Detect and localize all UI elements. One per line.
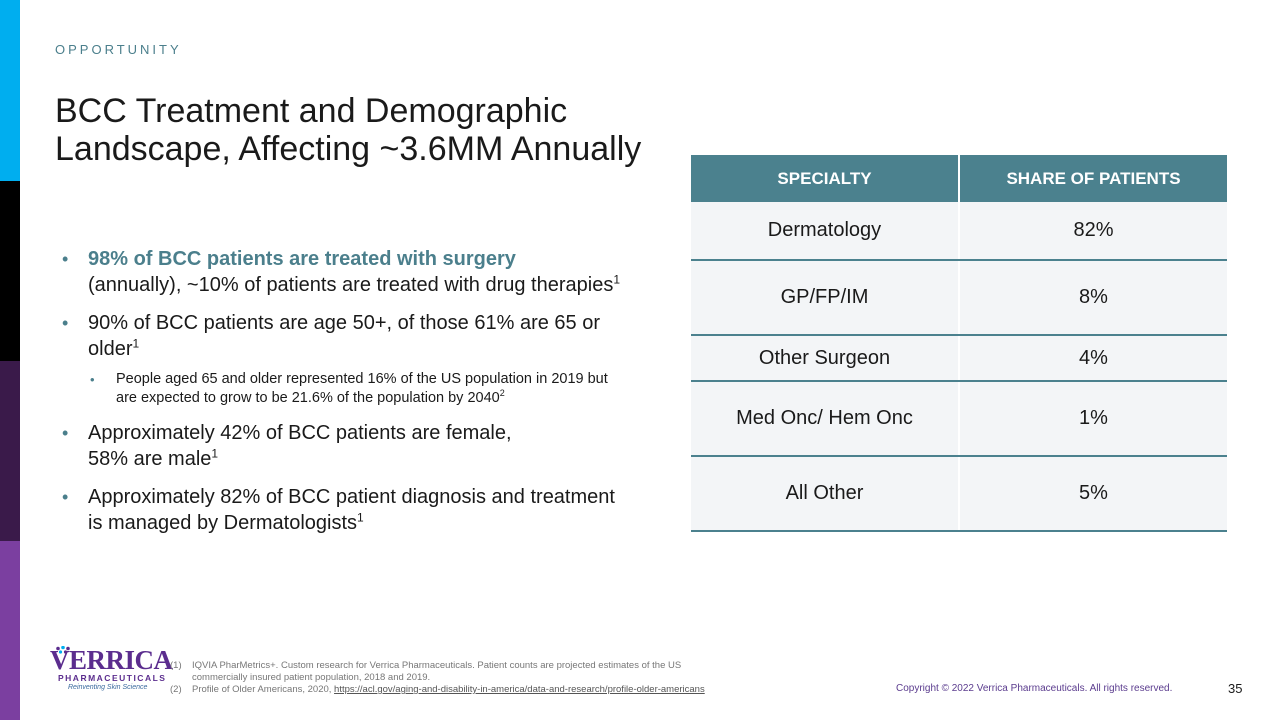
slide-title: BCC Treatment and Demographic Landscape,…	[55, 92, 642, 168]
footnote-ref: 1	[132, 336, 140, 351]
specialty-cell: All Other	[691, 456, 959, 532]
bullet-text: Approximately 82% of BCC patient diagnos…	[88, 486, 615, 534]
share-cell: 4%	[958, 335, 1227, 382]
bullet-gender: Approximately 42% of BCC patients are fe…	[62, 420, 622, 472]
table-row: All Other 5%	[691, 456, 1227, 532]
bullet-highlight: 98% of BCC patients are treated with sur…	[88, 248, 516, 270]
bullet-text: 90% of BCC patients are age 50+, of thos…	[88, 312, 600, 360]
table-row: Dermatology 82%	[691, 202, 1227, 261]
column-header-specialty: SPECIALTY	[691, 155, 959, 202]
verrica-logo-mark-icon	[56, 646, 70, 654]
copyright-notice: Copyright © 2022 Verrica Pharmaceuticals…	[896, 683, 1173, 694]
table-row: Med Onc/ Hem Onc 1%	[691, 381, 1227, 457]
share-cell: 1%	[958, 381, 1227, 457]
logo-tagline: Reinventing Skin Science	[68, 684, 148, 691]
sub-bullet-list: People aged 65 and older represented 16%…	[88, 370, 622, 408]
edge-stripe-cyan	[0, 0, 20, 181]
footnote-ref: 2	[499, 388, 505, 399]
footnote-text: Profile of Older Americans, 2020,	[192, 684, 335, 695]
bullet-list: 98% of BCC patients are treated with sur…	[62, 246, 622, 548]
sub-bullet-population: People aged 65 and older represented 16%…	[90, 370, 622, 408]
column-header-share: SHARE OF PATIENTS	[958, 155, 1227, 202]
footnote-number: (1)	[170, 660, 182, 671]
table-row: Other Surgeon 4%	[691, 335, 1227, 382]
specialty-cell: Dermatology	[691, 202, 959, 261]
page-number: 35	[1228, 681, 1243, 696]
footnotes: (1) IQVIA PharMetrics+. Custom research …	[170, 660, 730, 696]
footnote-1: (1) IQVIA PharMetrics+. Custom research …	[170, 660, 730, 684]
edge-stripe-dark-purple	[0, 361, 20, 541]
footnote-text: IQVIA PharMetrics+. Custom research for …	[192, 660, 682, 683]
bullet-age: 90% of BCC patients are age 50+, of thos…	[62, 310, 622, 408]
edge-stripe-purple	[0, 541, 20, 720]
table-header-row: SPECIALTY SHARE OF PATIENTS	[691, 155, 1227, 202]
specialty-cell: Med Onc/ Hem Onc	[691, 381, 959, 457]
bullet-dermatologists: Approximately 82% of BCC patient diagnos…	[62, 484, 622, 536]
section-eyebrow: OPPORTUNITY	[55, 42, 182, 57]
footnote-ref: 1	[613, 272, 620, 287]
table-row: GP/FP/IM 8%	[691, 260, 1227, 336]
bullet-text-line1: Approximately 42% of BCC patients are fe…	[88, 422, 512, 444]
footnote-link[interactable]: https://acl.gov/aging-and-disability-in-…	[334, 684, 705, 695]
footnote-number: (2)	[170, 684, 182, 695]
share-cell: 5%	[958, 456, 1227, 532]
logo-wordmark: VERRICA	[50, 645, 173, 675]
share-cell: 8%	[958, 260, 1227, 336]
bullet-text: (annually), ~10% of patients are treated…	[88, 274, 614, 296]
edge-stripe-black	[0, 181, 20, 361]
specialty-cell: Other Surgeon	[691, 335, 959, 382]
footnote-2: (2) Profile of Older Americans, 2020, ht…	[170, 684, 730, 696]
sub-bullet-text: People aged 65 and older represented 16%…	[116, 371, 608, 406]
bullet-text-line2: 58% are male	[88, 448, 212, 470]
footnote-ref: 1	[211, 446, 219, 461]
specialty-cell: GP/FP/IM	[691, 260, 959, 336]
logo-subtitle: PHARMACEUTICALS	[58, 673, 167, 683]
footnote-ref: 1	[357, 510, 364, 525]
specialty-share-table: SPECIALTY SHARE OF PATIENTS Dermatology …	[691, 155, 1227, 532]
footnote-text-wrap: Profile of Older Americans, 2020, https:…	[192, 684, 705, 696]
bullet-surgery: 98% of BCC patients are treated with sur…	[62, 246, 622, 298]
share-cell: 82%	[958, 202, 1227, 261]
